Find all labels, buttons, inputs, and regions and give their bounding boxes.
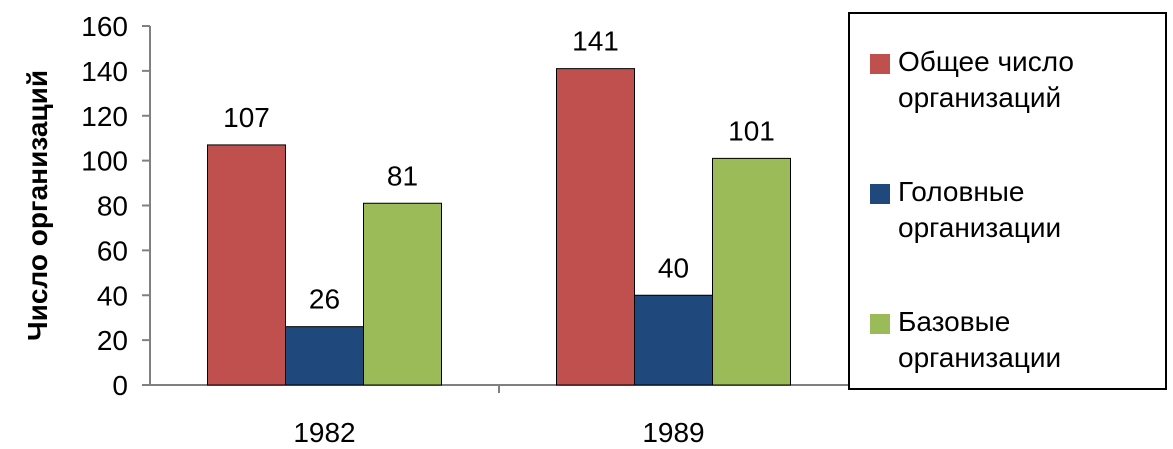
y-tick-label: 0 <box>112 370 128 401</box>
legend-swatch-head <box>870 184 890 204</box>
legend-item-base: Базовые организации <box>870 304 1061 376</box>
data-label: 107 <box>223 102 270 133</box>
bar <box>634 294 713 386</box>
bar <box>207 144 286 386</box>
y-tick-label: 160 <box>81 11 128 42</box>
y-tick-label: 120 <box>81 101 128 132</box>
bar <box>556 68 635 386</box>
data-label: 141 <box>572 26 619 57</box>
y-tick-label: 20 <box>97 325 128 356</box>
legend-swatch-total <box>870 54 890 74</box>
y-tick-label: 80 <box>97 191 128 222</box>
legend-label-head: Головные организации <box>898 176 1062 243</box>
data-label: 40 <box>658 252 689 283</box>
y-axis-title: Число организаций <box>22 70 53 341</box>
bar <box>363 202 442 386</box>
data-label: 101 <box>728 115 775 146</box>
legend-label-total: Общее число организаций <box>898 46 1074 113</box>
x-tick-label: 1989 <box>642 417 704 448</box>
bar <box>712 157 791 386</box>
y-tick-label: 40 <box>97 280 128 311</box>
legend-item-head: Головные организации <box>870 174 1061 246</box>
y-tick-label: 100 <box>81 146 128 177</box>
x-tick-label: 1982 <box>293 417 355 448</box>
y-tick-label: 60 <box>97 235 128 266</box>
legend-swatch-base <box>870 314 890 334</box>
bar <box>285 326 364 386</box>
legend-label-base: Базовые организации <box>898 306 1062 373</box>
chart-legend: Общее число организаций Головные организ… <box>848 12 1167 390</box>
y-tick-label: 140 <box>81 56 128 87</box>
data-label: 81 <box>387 160 418 191</box>
legend-item-total: Общее число организаций <box>870 44 1074 116</box>
data-label: 26 <box>309 284 340 315</box>
